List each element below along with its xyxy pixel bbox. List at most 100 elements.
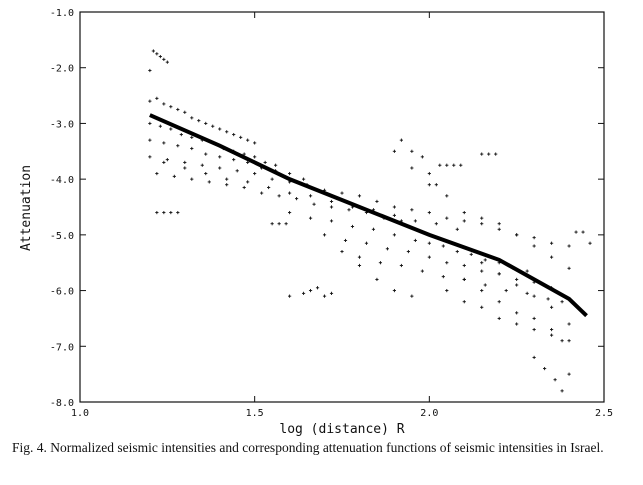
data-point xyxy=(445,163,449,167)
data-point xyxy=(357,255,362,259)
y-tick-label: -3.0 xyxy=(50,119,74,130)
data-point xyxy=(441,244,445,248)
data-point xyxy=(462,300,466,304)
data-point xyxy=(260,191,264,195)
data-point xyxy=(155,171,159,176)
plot-frame xyxy=(79,11,605,403)
data-point xyxy=(169,210,173,215)
data-point xyxy=(204,121,208,126)
data-point xyxy=(427,171,431,176)
data-point xyxy=(487,152,491,156)
data-point xyxy=(190,135,194,139)
data-point xyxy=(560,389,564,393)
data-point xyxy=(242,152,246,156)
data-point xyxy=(225,130,229,134)
data-point xyxy=(165,60,169,64)
data-point xyxy=(427,255,431,259)
data-point xyxy=(232,132,236,137)
data-point xyxy=(288,210,292,215)
data-point xyxy=(420,155,424,159)
data-point xyxy=(515,311,519,315)
data-point xyxy=(155,210,159,215)
y-tick-label: -5.0 xyxy=(50,231,74,242)
data-point xyxy=(322,233,327,237)
data-point xyxy=(284,222,288,226)
y-axis: -1.0 -2.0 -3.0 -4.0 -5.0 -6.0 -7.0 -8.0 xyxy=(50,8,604,409)
data-point xyxy=(200,163,204,167)
y-axis-title: Attenuation xyxy=(19,165,34,251)
data-point xyxy=(532,294,536,298)
data-point xyxy=(483,258,487,262)
data-point xyxy=(322,294,327,298)
data-point xyxy=(392,205,396,209)
data-point xyxy=(329,199,334,204)
data-point xyxy=(371,227,376,231)
data-point xyxy=(550,241,554,245)
data-point xyxy=(550,327,554,332)
data-point xyxy=(274,163,278,167)
data-point xyxy=(190,177,194,181)
data-point xyxy=(246,160,250,165)
data-point xyxy=(218,155,222,159)
data-point xyxy=(218,166,222,170)
x-axis-title: log (distance) R xyxy=(279,422,404,437)
data-point xyxy=(239,135,243,139)
data-point xyxy=(452,163,456,167)
x-tick-label: 2.0 xyxy=(420,408,438,419)
data-point xyxy=(242,185,246,190)
data-points xyxy=(148,49,592,393)
x-axis: 1.0 1.5 2.0 2.5 xyxy=(71,12,613,419)
data-point xyxy=(235,169,239,173)
data-point xyxy=(183,110,187,114)
data-point xyxy=(515,322,519,326)
data-point xyxy=(459,163,463,167)
data-point xyxy=(176,144,180,148)
data-point xyxy=(532,244,536,248)
data-point xyxy=(480,288,484,293)
data-point xyxy=(532,316,536,321)
data-point xyxy=(375,277,379,282)
data-point xyxy=(581,230,585,234)
data-point xyxy=(165,158,169,162)
data-point xyxy=(315,286,320,290)
data-point xyxy=(497,227,501,231)
data-point xyxy=(392,233,396,237)
data-point xyxy=(406,249,410,254)
data-point xyxy=(347,208,351,212)
data-point xyxy=(169,105,173,109)
data-point xyxy=(294,197,299,201)
data-point xyxy=(364,241,369,245)
data-point xyxy=(462,210,466,215)
data-point xyxy=(183,166,187,170)
data-point xyxy=(462,219,466,223)
data-point xyxy=(550,333,554,337)
data-point xyxy=(574,230,578,234)
data-point xyxy=(494,152,498,156)
data-point xyxy=(207,180,211,184)
data-point xyxy=(253,155,257,159)
data-point xyxy=(427,241,431,245)
data-point xyxy=(445,194,449,198)
data-point xyxy=(497,272,501,276)
y-tick-label: -2.0 xyxy=(50,64,74,75)
data-point xyxy=(567,322,571,326)
data-point xyxy=(288,171,292,176)
data-point xyxy=(155,96,159,100)
data-point xyxy=(525,291,529,295)
data-point xyxy=(357,194,362,198)
x-tick-label: 1.0 xyxy=(71,408,89,419)
data-point xyxy=(497,222,501,226)
data-point xyxy=(480,152,484,156)
data-point xyxy=(532,355,536,360)
y-tick-label: -6.0 xyxy=(50,287,74,298)
data-point xyxy=(399,138,403,142)
data-point xyxy=(553,378,557,382)
data-point xyxy=(179,132,183,137)
data-point xyxy=(504,288,508,293)
data-point xyxy=(445,288,449,293)
data-point xyxy=(550,305,554,309)
data-point xyxy=(162,141,166,145)
data-point xyxy=(427,183,431,187)
data-point xyxy=(263,160,267,165)
data-point xyxy=(190,146,194,151)
